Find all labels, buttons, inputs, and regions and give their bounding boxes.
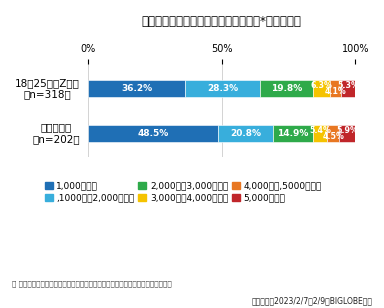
Text: 調査期間：2023/2/7～2/9　BIGLOBE調べ: 調査期間：2023/2/7～2/9 BIGLOBE調べ [252, 296, 372, 305]
Bar [185, 80, 260, 97]
Bar [313, 125, 328, 142]
Text: 28.3%: 28.3% [207, 84, 238, 93]
Text: 5.9%: 5.9% [336, 126, 358, 135]
Bar [339, 125, 355, 142]
Bar [328, 125, 339, 142]
Text: 20.8%: 20.8% [230, 129, 261, 138]
Bar [330, 80, 341, 97]
Legend: 1,000円未満, ,1000円～2,000円未満, 2,000円～3,000円未満, 3,000円～4,000円未満, 4,000円～,5000円未満, 5,: 1,000円未満, ,1000円～2,000円未満, 2,000円～3,000円… [45, 181, 322, 203]
Bar [260, 80, 313, 97]
Text: 5.3%: 5.3% [337, 81, 359, 90]
Bar [88, 125, 218, 142]
Bar [313, 80, 330, 97]
Text: ＊ サブスク（サブスクリプション）＝定額料金で利用するコンテンツやサービス: ＊ サブスク（サブスクリプション）＝定額料金で利用するコンテンツやサービス [12, 280, 171, 286]
Bar [273, 125, 313, 142]
Text: 48.5%: 48.5% [137, 129, 169, 138]
Text: 4.1%: 4.1% [325, 87, 346, 96]
Text: 36.2%: 36.2% [121, 84, 152, 93]
Bar [218, 125, 273, 142]
Bar [341, 80, 355, 97]
Bar [88, 80, 185, 97]
Text: 5.4%: 5.4% [310, 126, 331, 135]
Text: 4.5%: 4.5% [323, 132, 344, 141]
Text: 19.8%: 19.8% [271, 84, 303, 93]
Text: 14.9%: 14.9% [278, 129, 309, 138]
Title: 【世代別】現在登録しているサブスク*の月額金額: 【世代別】現在登録しているサブスク*の月額金額 [142, 15, 302, 28]
Text: 6.3%: 6.3% [311, 81, 333, 90]
